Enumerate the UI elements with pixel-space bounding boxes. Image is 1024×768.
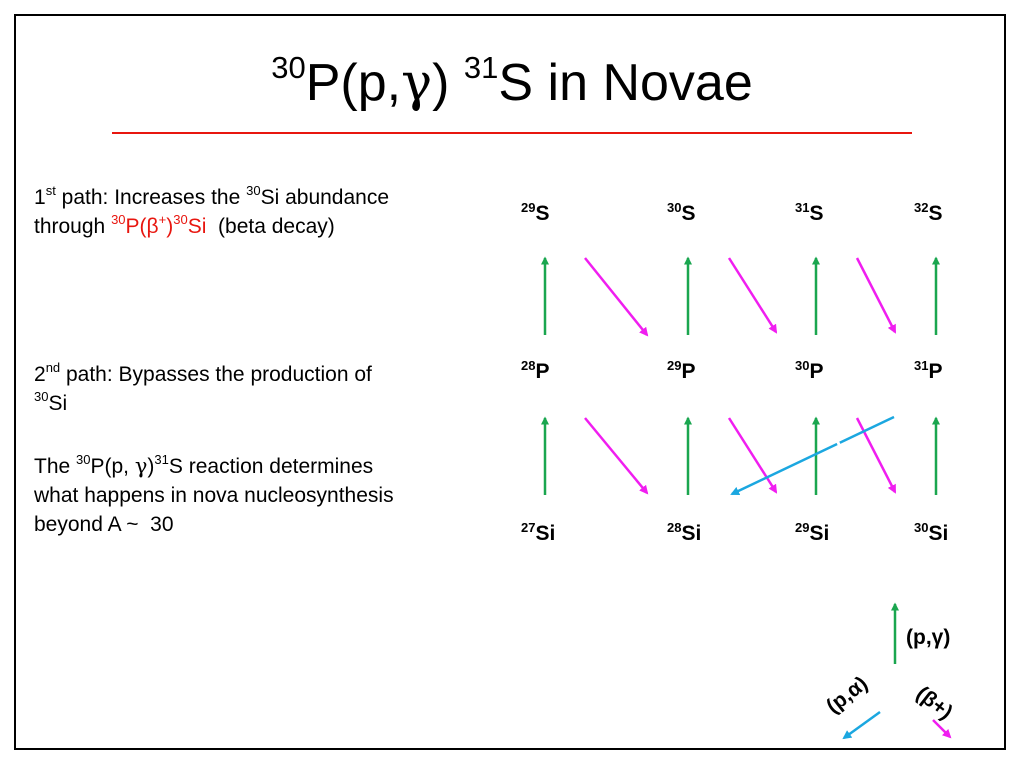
legend-palpha-arrow	[842, 710, 881, 740]
beta-arrow-s29-p29	[584, 257, 649, 337]
nuclide-mass: 31	[914, 358, 929, 373]
beta-arrow-s31-p31	[855, 257, 897, 334]
path3-t6: beyond A ~ 30	[34, 513, 174, 536]
nuclide-p30: 30P	[795, 358, 824, 384]
path1-t1: path: Increases the	[55, 186, 247, 209]
path1-t2: Si abundance	[260, 186, 390, 209]
title-mass-p: 30	[271, 50, 306, 85]
nuclide-element: Si	[809, 522, 830, 545]
nuclide-element: Si	[681, 522, 702, 545]
nuclide-p29: 29P	[667, 358, 696, 384]
nuclide-mass: 30	[667, 200, 682, 215]
nuclide-si30: 30Si	[914, 520, 949, 546]
nuclide-mass: 28	[521, 358, 536, 373]
title-gamma: γ	[401, 53, 433, 113]
path1-ord: st	[45, 183, 56, 198]
nuclide-s29: 29S	[521, 200, 550, 226]
path1-rm1: 30	[111, 212, 126, 227]
nuclide-s31: 31S	[795, 200, 824, 226]
path1-m1: 30	[246, 183, 261, 198]
nuclide-mass: 32	[914, 200, 929, 215]
beta-arrow-p30-si30	[855, 417, 897, 494]
nuclide-element: S	[928, 202, 943, 225]
nuclide-element: P	[809, 360, 824, 383]
title-part-b: )	[432, 54, 450, 112]
path3-t1: The	[34, 455, 77, 478]
nuclide-si29: 29Si	[795, 520, 830, 546]
nuclide-mass: 28	[667, 520, 682, 535]
title-part-a: P(p,	[305, 54, 402, 112]
path3-m1: 30	[76, 452, 91, 467]
nuclide-mass: 29	[795, 520, 810, 535]
legend-beta-arrow	[932, 719, 952, 739]
path2-t1: path: Bypasses the production of	[60, 363, 372, 386]
path3-m2: 31	[154, 452, 169, 467]
slide-frame	[14, 14, 1006, 750]
title-underline	[112, 132, 912, 134]
path3-t2: P(p,	[90, 455, 135, 478]
path2-text: 2nd path: Bypasses the production of 30Si	[34, 360, 372, 418]
beta-arrow-s30-p30	[727, 257, 778, 334]
path2-m1: 30	[34, 389, 49, 404]
nuclide-element: S	[681, 202, 696, 225]
beta-arrow-p29-si29	[727, 417, 778, 494]
path3-text: The 30P(p, γ)31S reaction determines what…	[34, 452, 394, 539]
nuclide-element: P	[928, 360, 943, 383]
title-part-c: S in Novae	[498, 54, 753, 112]
nuclide-mass: 30	[795, 358, 810, 373]
nuclide-si27: 27Si	[521, 520, 556, 546]
nuclide-element: P	[535, 360, 550, 383]
path3-t5: what happens in nova nucleosynthesis	[34, 484, 394, 507]
legend-pg-label: (p,γ)	[906, 626, 951, 649]
slide-title: 30P(p,γ) 31S in Novae	[0, 36, 1024, 115]
nuclide-mass: 29	[667, 358, 682, 373]
path1-r1: P(β	[125, 215, 159, 238]
palpha-arrow-p31-si28	[730, 415, 895, 496]
path2-num: 2	[34, 363, 46, 386]
nuclide-s30: 30S	[667, 200, 696, 226]
nuclide-mass: 31	[795, 200, 810, 215]
path1-r3: Si	[187, 215, 207, 238]
path3-t4: S reaction determines	[168, 455, 374, 478]
nuclide-element: Si	[928, 522, 949, 545]
path2-ord: nd	[45, 360, 61, 375]
path1-rm2: 30	[173, 212, 188, 227]
path1-t4: (beta decay)	[206, 215, 335, 238]
nuclide-element: Si	[535, 522, 556, 545]
nuclide-element: S	[809, 202, 824, 225]
beta-arrow-p28-si28	[584, 417, 649, 495]
nuclide-mass: 30	[914, 520, 929, 535]
path3-t3: )	[147, 455, 155, 478]
path1-text: 1st path: Increases the 30Si abundance th…	[34, 183, 389, 241]
title-mass-s: 31	[463, 50, 499, 85]
path3-gamma: γ	[134, 454, 148, 478]
nuclide-element: S	[535, 202, 550, 225]
nuclide-si28: 28Si	[667, 520, 702, 546]
nuclide-element: P	[681, 360, 696, 383]
path1-reaction: 30P(β+)30Si	[111, 212, 207, 238]
nuclide-p31: 31P	[914, 358, 943, 384]
path2-t2: Si	[48, 392, 68, 415]
nuclide-mass: 29	[521, 200, 536, 215]
path1-t3: through	[34, 215, 112, 238]
nuclide-s32: 32S	[914, 200, 943, 226]
path1-rs: +	[158, 212, 167, 227]
nuclide-p28: 28P	[521, 358, 550, 384]
path1-r2: )	[166, 215, 174, 238]
path1-num: 1	[34, 186, 46, 209]
nuclide-mass: 27	[521, 520, 536, 535]
